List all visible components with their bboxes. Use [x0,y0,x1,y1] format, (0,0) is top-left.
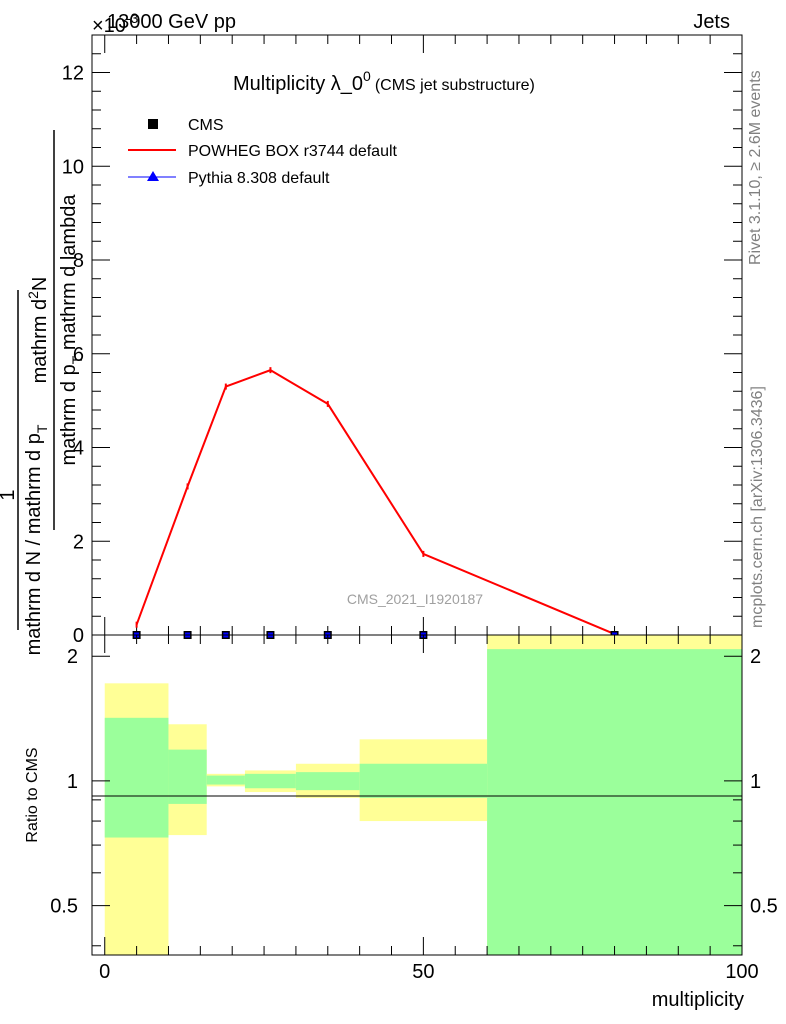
category-label: Jets [693,11,730,33]
ratio-stat-band [359,763,488,798]
rivet-info-label: Rivet 3.1.10, ≥ 2.6M events [747,70,764,265]
main-ytick-label: 4 [73,438,84,460]
ratio-ytick-label-right: 0.5 [750,896,778,918]
legend-powheg-label: POWHEG BOX r3744 default [188,143,398,160]
legend-entry-cms: CMS [148,117,224,134]
main-ylabel: mathrm d2N mathrm d pT mathrm d lambda 1… [0,130,85,655]
ratio-stat-band [244,773,296,789]
legend-pythia-marker [147,171,159,181]
energy-label: 13000 GeV pp [107,11,236,33]
legend-cms-label: CMS [188,117,224,134]
ratio-ytick-label-right: 1 [750,771,761,793]
ratio-ytick-label-right: 2 [750,646,761,668]
ratio-ytick-label: 0.5 [50,896,78,918]
ratio-stat-band [104,717,169,838]
legend: CMS POWHEG BOX r3744 default Pythia 8.30… [128,117,398,187]
legend-pythia-label: Pythia 8.308 default [188,170,330,187]
legend-cms-marker [148,119,158,129]
ylabel-frac-bottom: mathrm d pT mathrm d lambda [58,194,85,466]
ratio-stat-band [168,749,207,804]
ylabel-outer-den: mathrm d N / mathrm d pT [23,424,50,655]
ratio-frame [91,634,743,956]
watermark-label: CMS_2021_I1920187 [347,591,483,607]
ylabel-frac-top: mathrm d2N [25,277,51,384]
ratio-ytick-label: 1 [67,771,78,793]
ratio-xtick-label: 0 [99,961,110,983]
ratio-ytick-label: 2 [67,646,78,668]
ratio-xtick-label: 50 [412,961,434,983]
ratio-stat-band [295,772,360,791]
main-ytick-label: 8 [73,250,84,272]
legend-entry-powheg: POWHEG BOX r3744 default [128,143,398,160]
main-ytick-label: 0 [73,625,84,647]
ratio-ylabel: Ratio to CMS [24,747,41,842]
main-ytick-label: 2 [73,531,84,553]
ratio-plot: 0.5 0.5 1 1 2 2 0 50 100 Ratio to CMS multiplic… [24,634,778,1011]
main-ytick-label: 6 [73,344,84,366]
chart-title: Multiplicity λ_00(CMS jet substructure) [233,68,535,95]
mcplots-label: mcplots.cern.ch [arXiv:1306.3436] [749,386,766,628]
main-ytick-label: 12 [62,63,84,85]
main-plot: 0 2 4 6 8 10 12 CMS_2021_I1920187 Multiplicity… [0,34,743,655]
ratio-xtick-label: 100 [725,961,758,983]
x-axis-label: multiplicity [652,989,744,1011]
ratio-stat-band [487,649,742,955]
legend-entry-pythia: Pythia 8.308 default [128,170,330,187]
exponent-label: ×10-3 [92,10,139,37]
main-ytick-label: 10 [62,156,84,178]
ratio-stat-band [206,775,245,785]
ylabel-numerator: 1 [0,489,19,500]
